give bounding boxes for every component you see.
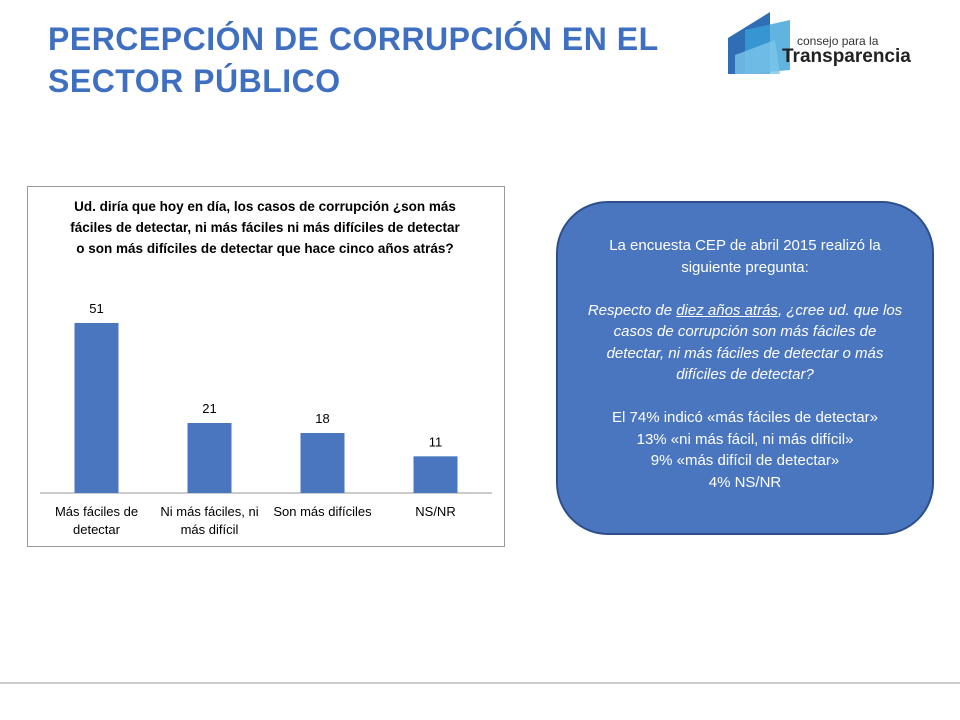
result-line: 13% «ni más fácil, ni más difícil» [636, 430, 854, 448]
result-line: 9% «más difícil de detectar» [650, 452, 840, 469]
bar [413, 456, 458, 493]
data-label: 18 [315, 411, 329, 426]
question-part: diez años atrás [676, 301, 778, 319]
bar [300, 433, 345, 493]
question-part: Respecto de [587, 301, 677, 319]
callout-question: Respecto de diez años atrás, ¿cree ud. q… [584, 300, 906, 386]
callout-box: La encuesta CEP de abril 2015 realizó la… [556, 201, 934, 535]
logo-bottom: Transparencia [782, 46, 911, 67]
callout-intro: La encuesta CEP de abril 2015 realizó la… [609, 237, 881, 276]
data-label: 21 [202, 401, 216, 416]
bar [187, 423, 232, 493]
x-tick-label: Ni más fáciles, ni más difícil [160, 504, 259, 537]
x-tick-label: Más fáciles de detectar [54, 504, 139, 537]
x-tick-label: Son más difíciles [273, 504, 372, 519]
title-line: SECTOR PÚBLICO [48, 63, 341, 99]
logo-shape [735, 40, 780, 74]
x-tick-label: NS/NR [415, 504, 456, 519]
bars: 51 21 18 11 [74, 301, 458, 493]
logo-top: consejo para la [797, 34, 879, 48]
data-label: 11 [429, 434, 443, 449]
question-part: , ¿cree ud. que los casos de corrupción … [606, 301, 903, 384]
callout-results: El 74% indicó «más fáciles de detectar» 1… [584, 407, 906, 493]
data-label: 51 [89, 301, 103, 316]
result-line: El 74% indicó «más fáciles de detectar» [612, 409, 878, 426]
result-line: 4% NS/NR [708, 473, 782, 491]
chart-title: Ud. diría que hoy en día, los casos de c… [70, 199, 460, 256]
chart-frame [27, 186, 505, 547]
title-line: PERCEPCIÓN DE CORRUPCIÓN EN EL [48, 21, 659, 57]
slide-title: PERCEPCIÓN DE CORRUPCIÓN EN EL SECTOR PÚ… [48, 18, 659, 102]
logo-mark [728, 12, 790, 74]
bar [74, 323, 119, 493]
